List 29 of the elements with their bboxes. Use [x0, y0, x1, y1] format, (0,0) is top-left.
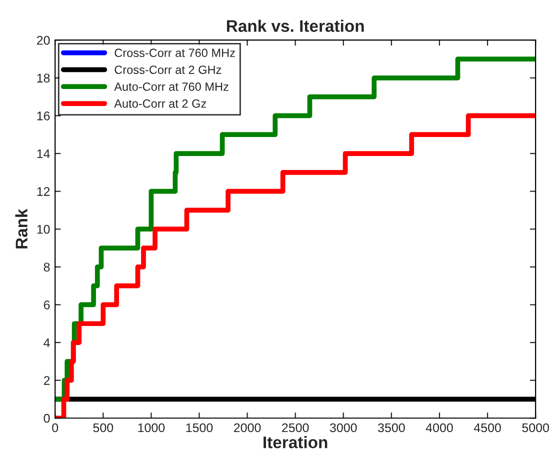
y-tick-label: 20 — [36, 36, 50, 45]
y-tick-label: 12 — [37, 187, 50, 196]
y-tick-label: 18 — [37, 74, 50, 83]
y-tick-label: 16 — [37, 112, 50, 120]
y-tick-label: 14 — [37, 149, 50, 158]
y-tick-label: 2 — [44, 376, 50, 385]
legend-label: Cross-Corr at 2 GHz — [114, 66, 222, 74]
legend-label: Cross-Corr at 760 MHz — [114, 48, 235, 58]
x-tick-label: 2000 — [234, 423, 261, 432]
x-tick-label: 4500 — [474, 423, 501, 432]
x-tick-label: 0 — [52, 423, 58, 432]
legend-label: Auto-Corr at 2 Gz — [114, 99, 206, 108]
x-tick-label: 3000 — [330, 423, 357, 432]
chart-title: Rank vs. Iteration — [226, 20, 364, 32]
y-tick-label: 8 — [44, 262, 50, 272]
x-tick-label: 1500 — [186, 423, 213, 432]
x-axis-title: Iteration — [264, 436, 328, 448]
x-tick-label: 5000 — [522, 423, 549, 432]
x-tick-label: 4000 — [426, 423, 453, 432]
x-tick-label: 1000 — [138, 423, 165, 432]
y-tick-label: 6 — [44, 300, 50, 310]
x-tick-label: 3500 — [378, 423, 405, 432]
x-tick-label: 500 — [93, 423, 114, 432]
x-tick-label: 2500 — [282, 423, 309, 432]
legend-label: Auto-Corr at 760 MHz — [114, 82, 228, 91]
y-tick-label: 0 — [44, 414, 50, 423]
y-tick-label: 4 — [44, 338, 50, 348]
y-axis-title: Rank — [15, 208, 28, 248]
y-tick-label: 10 — [37, 224, 50, 234]
